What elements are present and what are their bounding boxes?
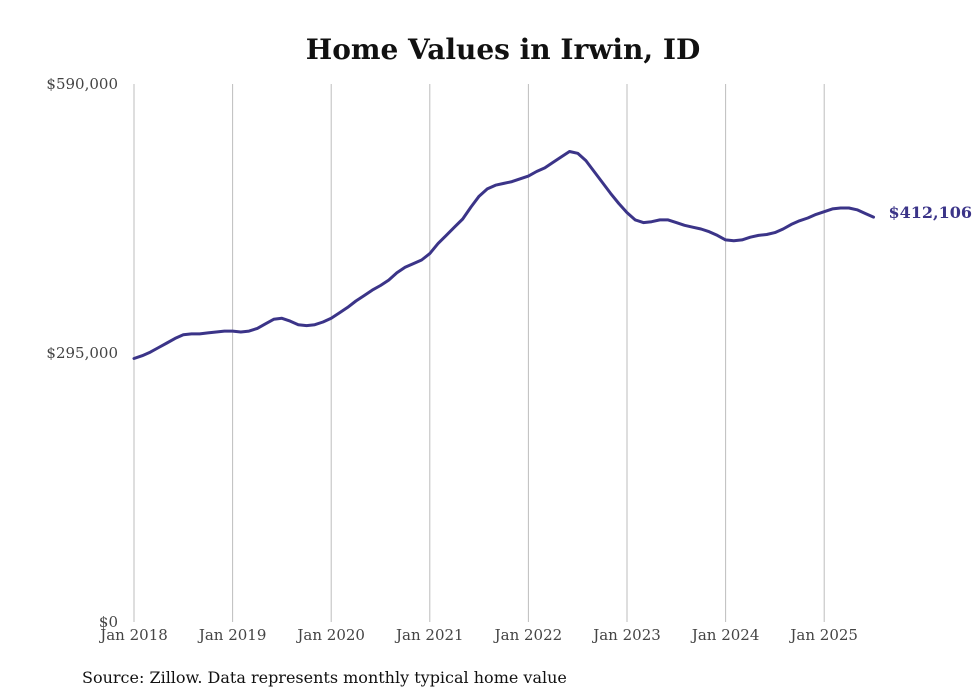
chart-title: Home Values in Irwin, ID <box>306 33 701 66</box>
x-tick-label: Jan 2025 <box>788 626 858 644</box>
x-tick-label: Jan 2023 <box>591 626 661 644</box>
x-tick-label: Jan 2022 <box>493 626 563 644</box>
home-value-series-line <box>132 150 875 360</box>
source-note: Source: Zillow. Data represents monthly … <box>82 668 567 687</box>
y-tick-label: $590,000 <box>46 75 118 93</box>
x-axis-ticks: Jan 2018 Jan 2019 Jan 2020 Jan 2021 Jan 2022… <box>98 626 858 644</box>
x-tick-label: Jan 2019 <box>197 626 267 644</box>
x-tick-label: Jan 2020 <box>295 626 365 644</box>
y-axis-ticks: $590,000 $295,000 $0 <box>46 75 118 631</box>
gridlines <box>133 84 825 622</box>
x-tick-label: Jan 2024 <box>690 626 760 644</box>
last-value-label: $412,106 <box>889 203 973 222</box>
y-tick-label: $0 <box>99 613 118 631</box>
x-tick-label: Jan 2021 <box>394 626 464 644</box>
x-tick-label: Jan 2018 <box>98 626 168 644</box>
y-tick-label: $295,000 <box>46 344 118 362</box>
